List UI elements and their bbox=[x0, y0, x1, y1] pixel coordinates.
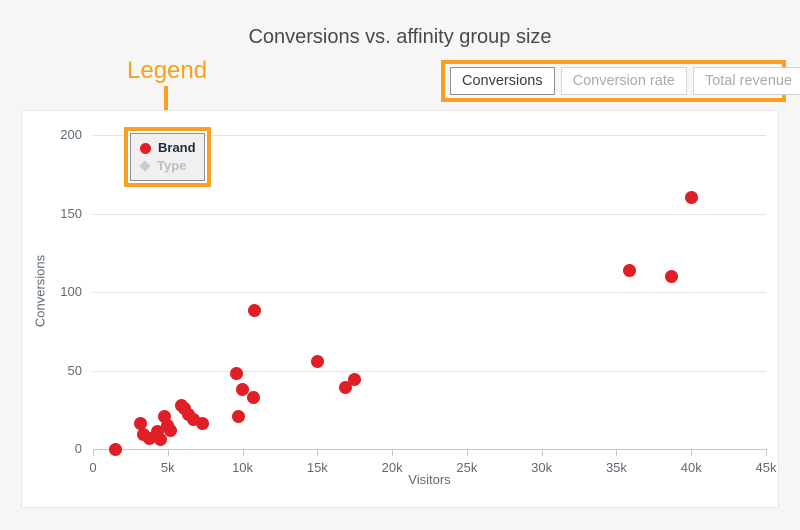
x-tick-label: 30k bbox=[531, 460, 553, 475]
x-tick-label: 25k bbox=[456, 460, 478, 475]
scatter-point bbox=[248, 304, 262, 318]
legend-annotation-line bbox=[164, 86, 168, 127]
x-tick-label: 45k bbox=[755, 460, 777, 475]
x-tick-label: 10k bbox=[232, 460, 254, 475]
legend-item-brand[interactable]: Brand bbox=[140, 141, 204, 155]
x-tick-label: 0 bbox=[89, 460, 97, 475]
scatter-point bbox=[310, 354, 324, 368]
scatter-point bbox=[684, 191, 698, 205]
scatter-point bbox=[153, 433, 167, 447]
metric-button-conversions[interactable]: Conversions bbox=[450, 67, 555, 95]
scatter-point bbox=[231, 409, 245, 423]
scatter-point bbox=[339, 381, 353, 395]
x-tick bbox=[167, 449, 169, 456]
y-tick-label: 200 bbox=[60, 127, 82, 142]
brand-circle-marker-icon bbox=[140, 142, 151, 154]
chart-legend: Brand Type bbox=[130, 133, 205, 181]
legend-item-label: Type bbox=[157, 158, 187, 173]
x-axis-title: Visitors bbox=[408, 472, 451, 487]
x-tick bbox=[691, 449, 693, 456]
gridline-y-50 bbox=[93, 370, 766, 372]
plot-area: 0 50 100 150 200 0 5k 10k 15k 20k 25k 30k 35k 40k 45k bbox=[22, 111, 778, 507]
x-tick bbox=[616, 449, 618, 456]
chart-card: 0 50 100 150 200 0 5k 10k 15k 20k 25k 30k 35k 40k 45k … bbox=[21, 110, 779, 508]
scatter-point bbox=[164, 423, 178, 437]
legend-item-label: Brand bbox=[158, 140, 196, 155]
scatter-point bbox=[623, 263, 637, 277]
x-tick bbox=[766, 449, 767, 456]
x-tick-label: 35k bbox=[605, 460, 627, 475]
x-axis-line bbox=[93, 449, 766, 450]
scatter-point bbox=[236, 382, 250, 396]
y-tick-label: 150 bbox=[60, 205, 82, 221]
legend-annotation-label: Legend bbox=[127, 57, 208, 84]
scatter-point bbox=[665, 269, 679, 283]
x-tick bbox=[93, 449, 94, 456]
metric-button-conversion-rate[interactable]: Conversion rate bbox=[560, 67, 687, 95]
scatter-point bbox=[246, 390, 260, 404]
x-tick bbox=[392, 449, 394, 456]
scatter-point bbox=[195, 417, 209, 431]
x-tick bbox=[317, 449, 319, 456]
metric-button-total-revenue[interactable]: Total revenue bbox=[692, 67, 800, 95]
scatter-point bbox=[108, 442, 122, 456]
scatter-point bbox=[134, 417, 148, 431]
scatter-point bbox=[230, 367, 244, 381]
y-tick-label: 50 bbox=[67, 362, 82, 378]
x-tick-label: 5k bbox=[160, 460, 175, 475]
x-tick-label: 20k bbox=[381, 460, 403, 475]
gridline-y-150 bbox=[93, 213, 766, 215]
x-tick bbox=[466, 449, 468, 456]
chart-title: Conversions vs. affinity group size bbox=[248, 26, 552, 48]
x-tick bbox=[541, 449, 543, 456]
type-diamond-marker-icon bbox=[139, 160, 151, 172]
legend-item-type[interactable]: Type bbox=[139, 158, 204, 173]
x-tick bbox=[242, 449, 244, 456]
metric-button-group: Conversions Conversion rate Total revenu… bbox=[441, 60, 800, 102]
y-tick-label: 100 bbox=[60, 284, 82, 299]
x-tick-label: 40k bbox=[680, 460, 702, 475]
gridline-y-200 bbox=[93, 135, 766, 136]
y-tick-label: 0 bbox=[74, 441, 82, 456]
scatter-point bbox=[348, 373, 362, 387]
gridline-y-100 bbox=[93, 292, 766, 293]
legend-annotation-frame: Brand Type bbox=[124, 127, 211, 187]
x-tick-label: 15k bbox=[306, 460, 328, 475]
